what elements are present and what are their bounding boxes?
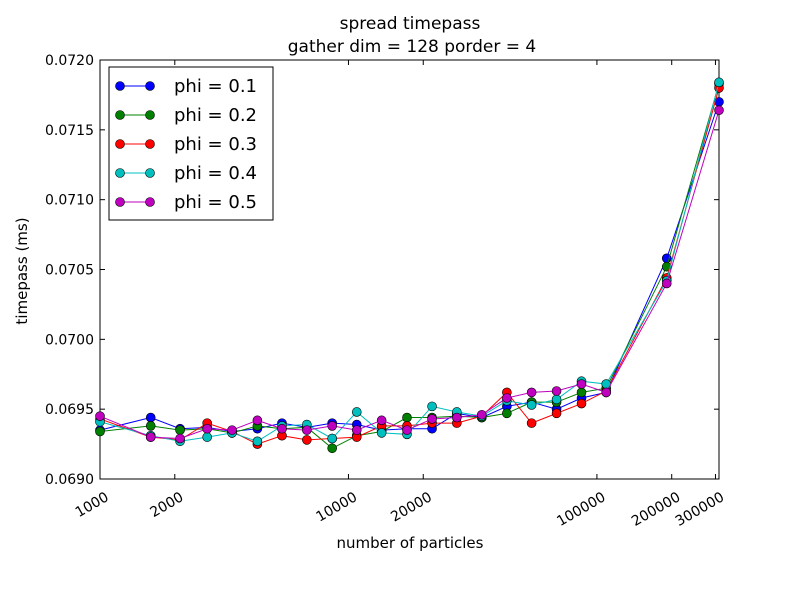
data-point [302, 425, 312, 435]
data-point [502, 393, 512, 403]
legend-label: phi = 0.4 [174, 163, 257, 184]
legend-label: phi = 0.3 [174, 134, 257, 155]
y-axis-ticks: 0.0690 0.0695 0.0700 0.0705 0.0710 0.0715 0.07… [45, 53, 719, 488]
data-point [551, 408, 562, 419]
legend-label: phi = 0.2 [174, 105, 257, 126]
data-point [175, 433, 185, 444]
legend-entry: phi = 0.1 [115, 76, 257, 97]
legend-entry: phi = 0.5 [115, 192, 257, 213]
data-point [145, 421, 156, 431]
series-line [99, 87, 720, 445]
data-point [576, 379, 587, 389]
legend-marker [145, 168, 155, 178]
data-point [327, 421, 337, 431]
x-axis-label: number of particles [337, 534, 484, 552]
data-point [661, 278, 672, 289]
data-point [252, 436, 263, 447]
data-point [95, 411, 105, 421]
y-tick-label: 0.0705 [45, 263, 94, 279]
data-point [277, 423, 287, 434]
data-point [351, 407, 362, 417]
data-point [714, 105, 724, 116]
data-point [526, 418, 537, 428]
data-point [145, 432, 156, 442]
data-point [252, 415, 263, 426]
legend-marker [145, 139, 155, 149]
series-line [99, 82, 720, 442]
legend-marker [115, 110, 125, 120]
legend-marker [115, 168, 125, 178]
y-tick-label: 0.0710 [45, 193, 94, 209]
data-point [452, 412, 462, 423]
y-tick-label: 0.0720 [45, 53, 94, 69]
y-tick-label: 0.0715 [45, 123, 94, 139]
legend-entry: phi = 0.4 [115, 163, 257, 184]
data-point [376, 428, 387, 438]
data-point [714, 77, 724, 88]
series-line [99, 110, 720, 440]
y-tick-label: 0.0700 [45, 332, 94, 348]
data-point [227, 425, 237, 435]
data-point [427, 401, 437, 412]
data-point [376, 415, 387, 426]
legend-entry: phi = 0.2 [115, 105, 257, 126]
data-point [476, 409, 487, 420]
legend-marker [115, 139, 125, 149]
legend-marker [145, 197, 155, 207]
data-point [601, 387, 612, 398]
y-tick-label: 0.0690 [45, 472, 94, 488]
data-point [327, 443, 337, 454]
data-point [502, 408, 512, 419]
legend-label: phi = 0.5 [174, 192, 257, 213]
data-point [551, 386, 562, 396]
chart-title: spread timepass [340, 14, 481, 34]
legend-marker [115, 197, 125, 207]
data-point [402, 412, 412, 423]
data-point [95, 426, 105, 437]
chart-subtitle: gather dim = 128 porder = 4 [288, 37, 536, 57]
legend-marker [115, 81, 125, 91]
data-point [327, 433, 337, 444]
legend-entry: phi = 0.3 [115, 134, 257, 155]
series-layer [95, 77, 724, 454]
data-point [576, 398, 587, 409]
data-point [202, 423, 212, 434]
legend-marker [145, 81, 155, 91]
series-5 [95, 105, 724, 444]
data-point [427, 414, 437, 424]
series-line [99, 83, 720, 449]
data-point [145, 412, 156, 423]
data-point [526, 387, 537, 398]
legend-label: phi = 0.1 [174, 76, 257, 97]
legend-marker [145, 110, 155, 120]
data-point [551, 394, 562, 405]
data-point [402, 425, 412, 435]
y-axis-label: timepass (ms) [13, 217, 31, 324]
data-point [175, 425, 185, 435]
data-point [351, 425, 362, 435]
data-point [526, 400, 537, 410]
data-point [576, 387, 587, 398]
legend: phi = 0.1 phi = 0.2 phi = 0.3 phi = 0.4 phi … [108, 66, 274, 221]
data-point [202, 432, 212, 442]
y-tick-label: 0.0695 [45, 402, 94, 418]
data-point [302, 435, 312, 445]
